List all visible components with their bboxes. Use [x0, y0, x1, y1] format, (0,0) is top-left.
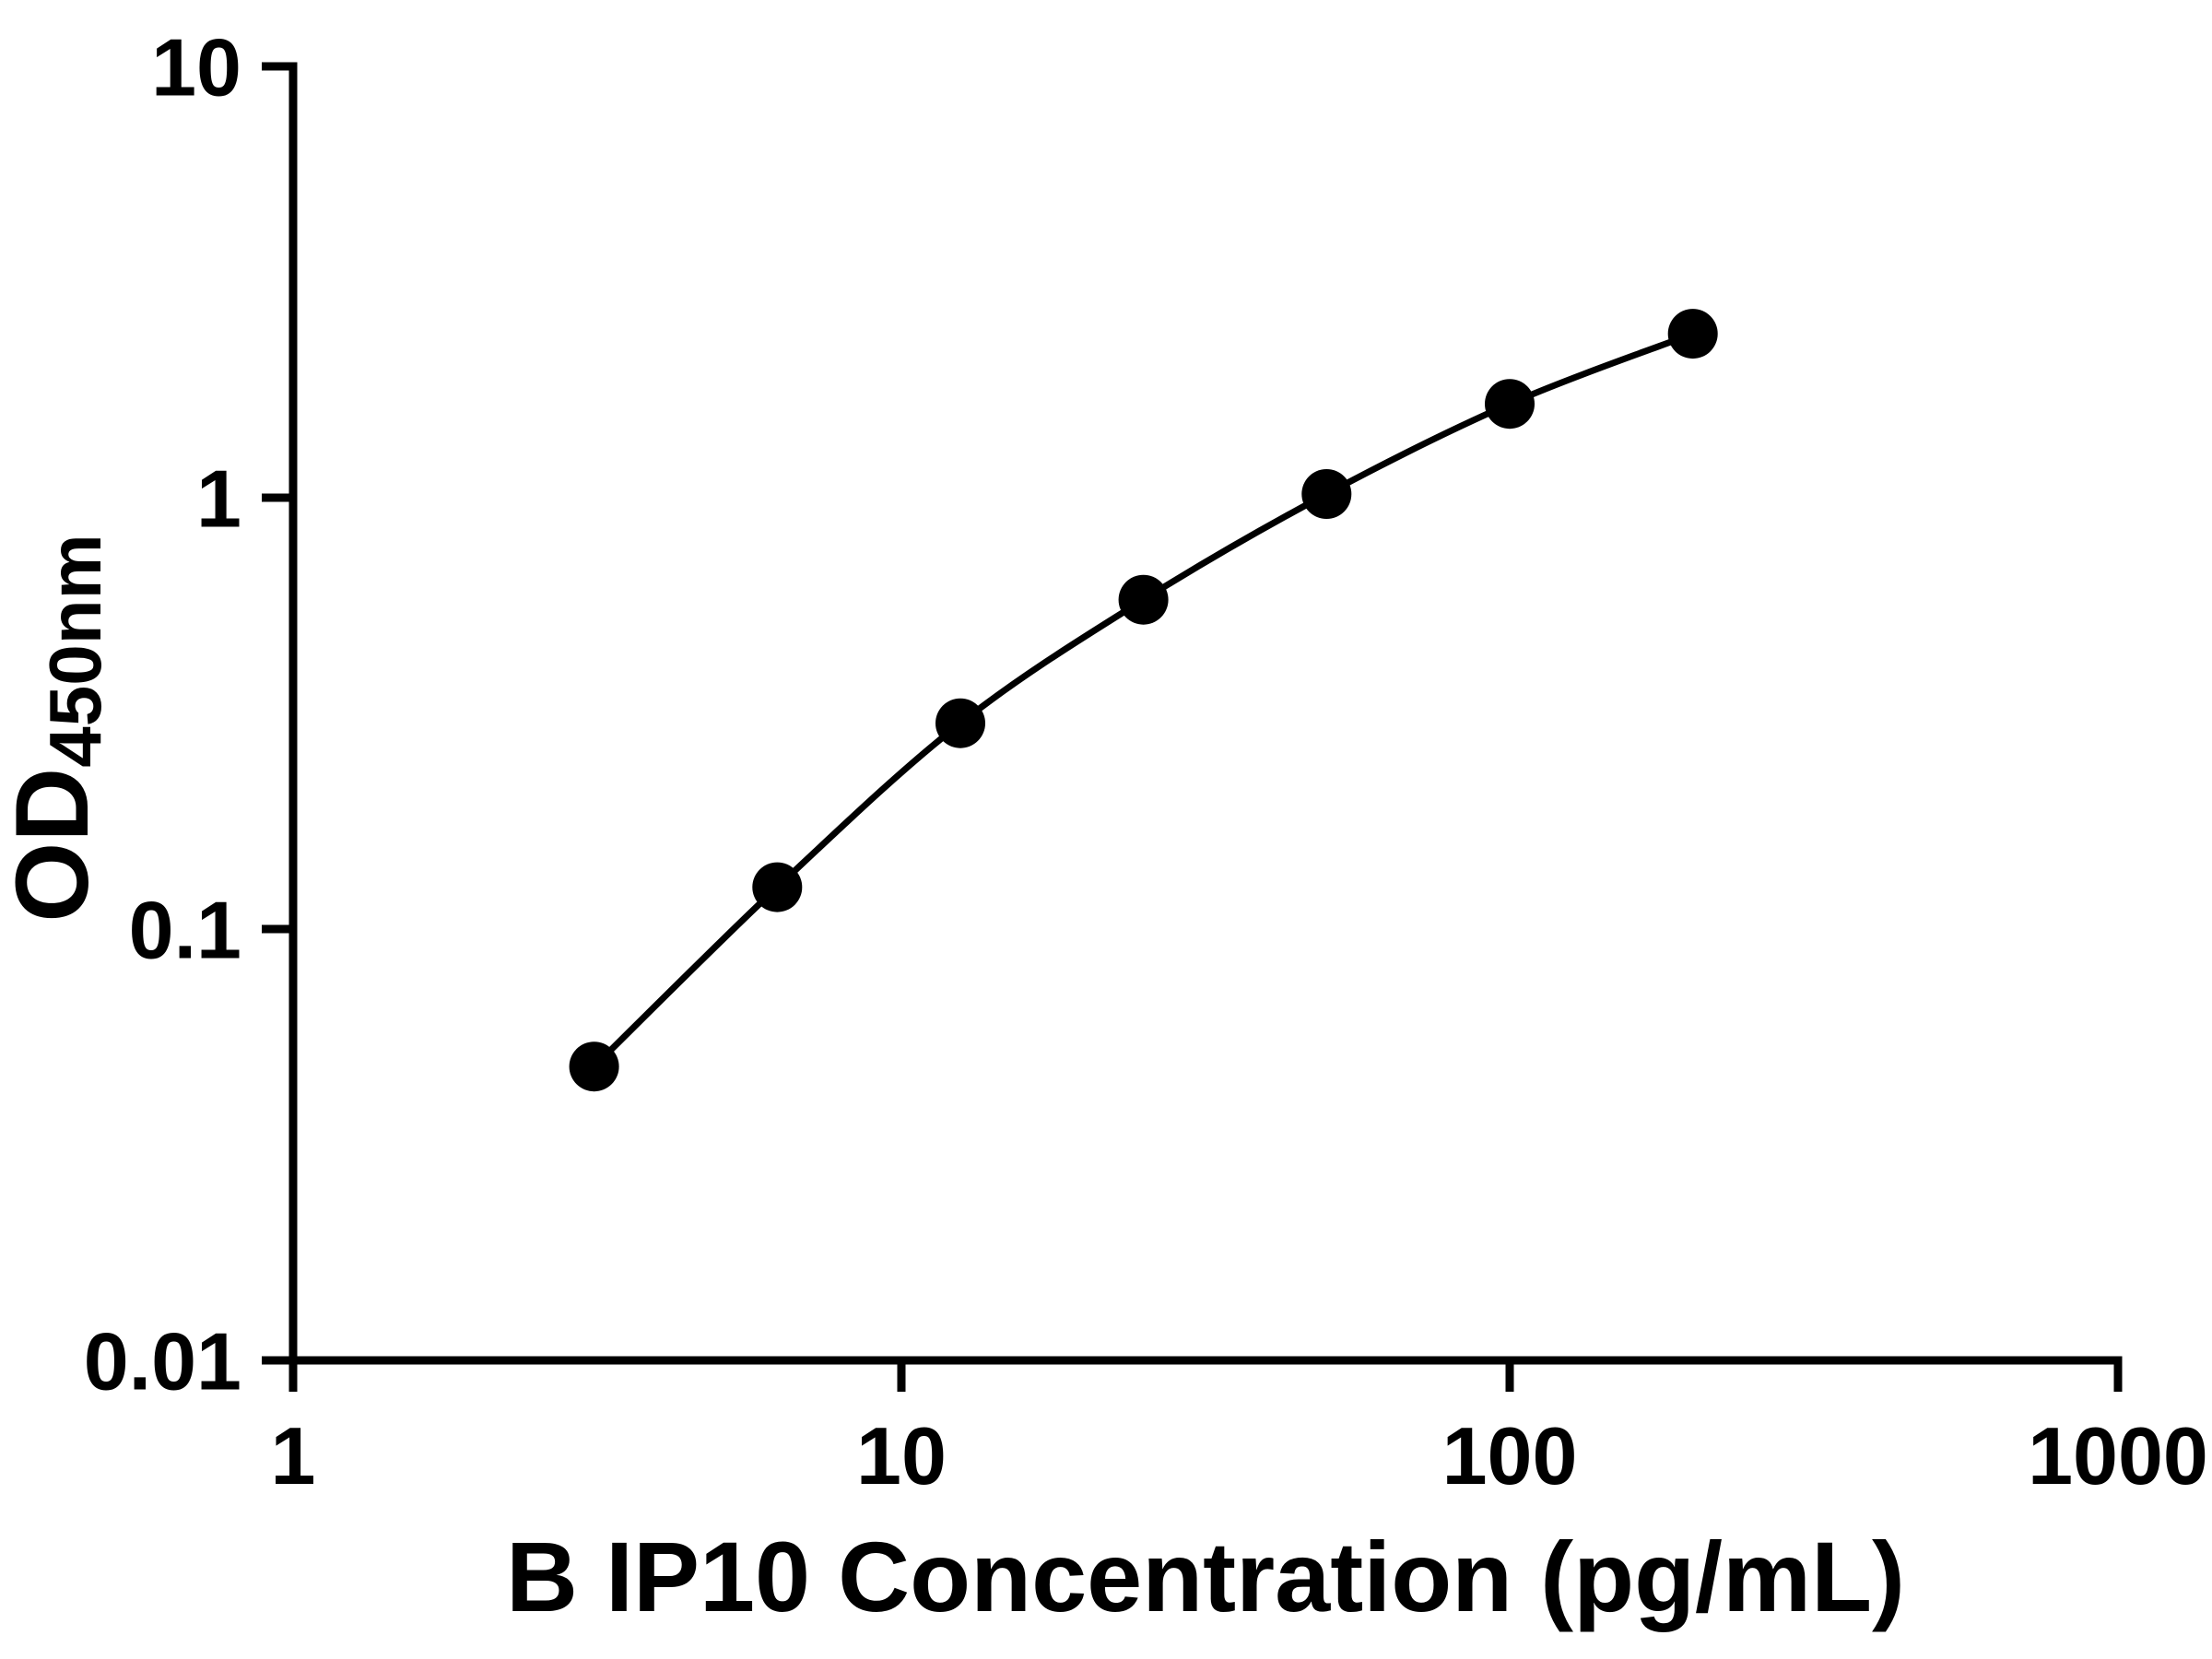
axes: 1 10 100 1000 0.01 0.1 1 10 — [84, 22, 2208, 1501]
x-tick-label: 100 — [1442, 1410, 1578, 1501]
data-point-marker — [1118, 574, 1169, 625]
data-point-marker — [1667, 309, 1718, 359]
x-axis-title: B IP10 Concentration (pg/mL) — [506, 1521, 1905, 1632]
y-tick-label: 0.1 — [129, 885, 241, 976]
data-point-marker — [1485, 379, 1535, 429]
y-axis-title-sub: 450nm — [34, 534, 116, 767]
y-axis-title: OD450nm — [0, 534, 116, 922]
y-axis-title-main: OD — [0, 768, 110, 923]
data-point-marker — [569, 1041, 619, 1092]
data-point-marker — [752, 862, 803, 912]
x-tick-label: 1 — [271, 1410, 316, 1501]
x-tick-label: 1000 — [2028, 1410, 2208, 1501]
y-tick-label: 10 — [151, 22, 241, 113]
y-tick-label: 0.01 — [84, 1316, 241, 1407]
x-tick-label: 10 — [856, 1410, 947, 1501]
data-series — [569, 309, 1718, 1092]
y-tick-label: 1 — [196, 453, 241, 545]
axis-lines — [288, 62, 2123, 1365]
data-point-marker — [1301, 469, 1352, 519]
fit-curve — [592, 330, 1694, 1069]
data-point-marker — [935, 698, 985, 748]
